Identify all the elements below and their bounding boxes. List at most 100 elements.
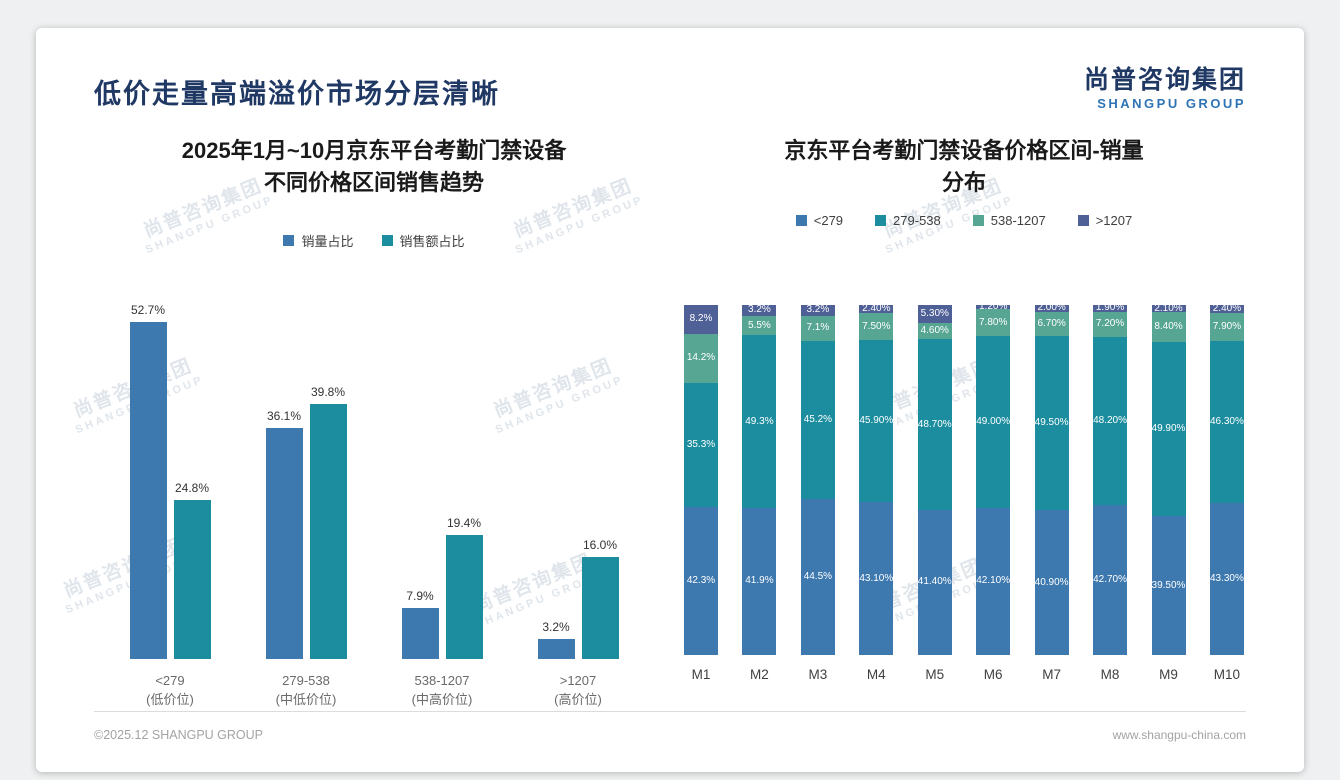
bar-value-label: 16.0% <box>582 537 618 552</box>
bar-revenue-share: 16.0% <box>581 538 619 659</box>
segment-over-1207: 2.40% <box>859 304 894 314</box>
category-subname: (低价位) <box>146 692 194 708</box>
grouped-bar-plot: 52.7% 24.8% <279 (低价位) 36.1% 39.8% 279-538 (中低价… <box>94 303 654 710</box>
stacked-bar-column: 42.3% 35.3% 14.2% 8.2% M1 <box>684 304 718 682</box>
stacked-bar: 42.10% 49.00% 7.80% 1.20% <box>976 300 1011 655</box>
bar-value-label: 52.7% <box>130 302 166 317</box>
segment-value-label: 41.40% <box>917 576 952 588</box>
segment-over-1207: 2.00% <box>1034 303 1069 313</box>
segment-value-label: 49.90% <box>1151 422 1186 434</box>
segment-538-1207: 7.80% <box>976 309 1011 337</box>
stacked-bar-column: 41.40% 48.70% 4.60% 5.30% M5 <box>917 304 952 682</box>
segment-value-label: 7.90% <box>1212 321 1242 333</box>
footer-website: www.shangpu-china.com <box>1112 728 1246 742</box>
company-logo: 尚普咨询集团 SHANGPU GROUP <box>1084 66 1246 111</box>
segment-value-label: 49.3% <box>745 415 774 427</box>
legend-swatch-volume-share <box>283 234 295 246</box>
category-name: 279-538 <box>282 672 330 688</box>
category-label: 538-1207 (中高价位) <box>412 671 473 710</box>
bar-pair: 36.1% 39.8% <box>265 385 347 659</box>
segment-value-label: 40.90% <box>1034 576 1069 588</box>
segment-value-label: 7.50% <box>862 320 891 332</box>
bar-value-label: 36.1% <box>266 408 302 423</box>
stacked-bar-column: 41.9% 49.3% 5.5% 3.2% M2 <box>742 304 777 682</box>
footer-divider <box>94 711 1246 712</box>
bar-group: 36.1% 39.8% 279-538 (中低价位) <box>265 385 347 710</box>
stacked-bar-column: 43.10% 45.90% 7.50% 2.40% M4 <box>859 304 894 682</box>
category-subname: (高价位) <box>554 692 602 708</box>
legend-item-volume-share: 销量占比 <box>283 231 354 250</box>
segment-value-label: 4.60% <box>920 325 949 337</box>
category-label: 279-538 (中低价位) <box>276 671 337 710</box>
segment-value-label: 39.50% <box>1151 579 1186 591</box>
month-label: M10 <box>1213 666 1241 682</box>
stacked-bar: 43.10% 45.90% 7.50% 2.40% <box>859 304 894 655</box>
slide-footer: ©2025.12 SHANGPU GROUP www.shangpu-china… <box>94 728 1246 742</box>
segment-under-279: 41.40% <box>917 509 952 655</box>
month-label: M9 <box>1159 666 1178 682</box>
page-title: 低价走量高端溢价市场分层清晰 <box>94 79 500 109</box>
segment-value-label: 2.10% <box>1154 302 1183 314</box>
stacked-bar-column: 42.70% 48.20% 7.20% 1.90% M8 <box>1093 302 1128 682</box>
segment-value-label: 5.5% <box>748 319 771 331</box>
segment-under-279: 43.10% <box>859 502 894 655</box>
bar-volume-share: 7.9% <box>401 589 439 659</box>
segment-value-label: 7.1% <box>806 322 830 334</box>
segment-value-label: 3.2% <box>806 304 830 316</box>
stacked-bar: 43.30% 46.30% 7.90% 2.40% <box>1209 303 1244 655</box>
segment-value-label: 2.40% <box>1212 303 1242 315</box>
bar-revenue-share: 39.8% <box>309 385 347 659</box>
segment-value-label: 14.2% <box>686 352 716 364</box>
segment-538-1207: 7.20% <box>1093 311 1128 337</box>
segment-value-label: 49.00% <box>976 415 1011 427</box>
legend-label: 销量占比 <box>301 233 354 249</box>
segment-value-label: 1.90% <box>1095 302 1125 314</box>
month-label: M7 <box>1042 666 1061 682</box>
segment-over-1207: 2.10% <box>1151 302 1186 314</box>
segment-over-1207: 3.2% <box>800 304 835 316</box>
category-subname: (中低价位) <box>275 692 337 708</box>
slide-header: 低价走量高端溢价市场分层清晰 尚普咨询集团 SHANGPU GROUP <box>94 66 1246 111</box>
segment-under-279: 39.50% <box>1151 516 1186 655</box>
month-label: M1 <box>691 666 711 682</box>
segment-over-1207: 8.2% <box>684 304 718 334</box>
segment-value-label: 6.70% <box>1037 317 1066 329</box>
segment-under-279: 41.9% <box>742 507 777 655</box>
slide: 尚普咨询集团 SHANGPU GROUP 尚普咨询集团 SHANGPU GROUP 尚普… <box>36 28 1304 772</box>
legend-label: 279-538 <box>893 212 941 228</box>
segment-value-label: 44.5% <box>803 570 833 582</box>
segment-value-label: 35.3% <box>686 439 716 451</box>
bar-pair: 52.7% 24.8% <box>129 303 211 659</box>
segment-under-279: 42.10% <box>976 507 1011 655</box>
segment-value-label: 8.2% <box>689 313 713 325</box>
stacked-bar-column: 40.90% 49.50% 6.70% 2.00% M7 <box>1034 303 1069 682</box>
segment-538-1207: 5.5% <box>742 316 777 336</box>
right-legend: <279 279-538 538-1207 >1207 <box>682 213 1246 228</box>
stacked-bar-chart-panel: 京东平台考勤门禁设备价格区间-销量 分布 <279 279-538 538-1207… <box>654 135 1246 710</box>
bar-value-label: 24.8% <box>174 480 210 495</box>
bar-revenue-share: 24.8% <box>173 481 211 659</box>
segment-value-label: 42.10% <box>976 575 1011 587</box>
month-label: M8 <box>1100 666 1120 682</box>
segment-279-538: 45.2% <box>800 340 835 499</box>
segment-538-1207: 7.1% <box>800 316 835 341</box>
segment-value-label: 42.70% <box>1093 574 1128 586</box>
left-chart-title-line2: 不同价格区间销售趋势 <box>263 169 484 195</box>
segment-279-538: 49.00% <box>976 336 1011 508</box>
segment-value-label: 1.20% <box>979 300 1008 312</box>
grouped-bar-chart-panel: 2025年1月~10月京东平台考勤门禁设备 不同价格区间销售趋势 销量占比 销售额… <box>94 135 654 710</box>
bar-volume-share: 36.1% <box>265 409 303 659</box>
charts-area: 2025年1月~10月京东平台考勤门禁设备 不同价格区间销售趋势 销量占比 销售额… <box>94 135 1246 710</box>
segment-over-1207: 3.2% <box>742 304 777 316</box>
right-chart-title-line1: 京东平台考勤门禁设备价格区间-销量 <box>784 138 1144 163</box>
month-label: M3 <box>808 666 828 682</box>
segment-value-label: 48.20% <box>1093 415 1128 427</box>
segment-over-1207: 1.20% <box>976 300 1011 312</box>
month-label: M6 <box>983 666 1003 682</box>
legend-item-under-279: <279 <box>795 213 843 228</box>
category-name: >1207 <box>559 672 597 688</box>
segment-over-1207: 1.90% <box>1093 302 1128 314</box>
segment-value-label: 43.10% <box>859 572 894 584</box>
segment-value-label: 45.2% <box>803 413 833 425</box>
